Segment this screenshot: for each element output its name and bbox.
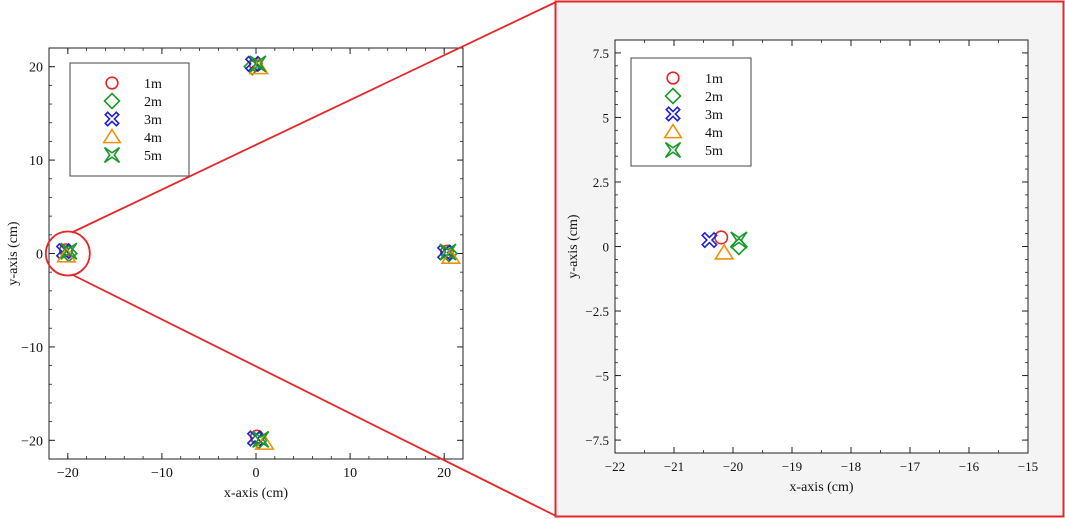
x-tick-label: 0 [253, 466, 260, 481]
y-tick-label: −10 [21, 341, 43, 356]
y-tick-label: 0 [603, 240, 610, 255]
zoomed-plot: −22 −21 −20 −19 −18 −17 −16 −15 −7.5 −5 −2.5 0 2.5 5 7… [566, 39, 1038, 495]
legend-box [630, 57, 752, 167]
data-point-3m [246, 430, 264, 447]
y-tick-label: 5 [603, 110, 610, 125]
y-axis-label: y-axis (cm) [6, 221, 21, 285]
data-point-4m [713, 243, 735, 260]
legend: 1m 2m 3m 4m 5m [69, 62, 190, 177]
data-point-3m [701, 231, 718, 249]
y-tick-label: −2.5 [585, 304, 609, 319]
x-tick-label: 10 [343, 466, 357, 481]
y-axis-label: y-axis (cm) [566, 214, 581, 278]
data-point-2m [439, 244, 459, 263]
legend-label: 3m [144, 113, 162, 128]
x-tick-label: 20 [437, 466, 451, 481]
legend-label: 4m [144, 131, 162, 146]
legend-marker-4m [663, 122, 683, 139]
y-tick-label: −20 [21, 434, 43, 449]
legend-label: 1m [144, 77, 162, 92]
x-tick-label: −18 [841, 459, 861, 474]
x-tick-label: −15 [1018, 459, 1038, 474]
x-tick-label: −10 [151, 466, 173, 481]
legend-marker-5m [664, 141, 682, 159]
zoom-connector-bottom [71, 273, 557, 517]
x-axis-label: x-axis (cm) [789, 480, 853, 495]
overview-plot: −20 −10 0 10 20 −20 −10 0 10 20 x-axis (cm) y-axis … [6, 47, 464, 501]
x-tick-label: −16 [959, 459, 980, 474]
legend-label: 1m [705, 72, 723, 87]
legend-label: 2m [144, 95, 162, 110]
y-tick-label: 7.5 [593, 46, 609, 61]
x-axis-label: x-axis (cm) [224, 486, 288, 501]
legend: 1m 2m 3m 4m 5m [630, 57, 752, 167]
legend-label: 5m [705, 144, 723, 159]
legend-marker-2m [664, 87, 682, 105]
data-point-2m [243, 57, 262, 76]
legend-marker-2m [103, 92, 121, 110]
legend-label: 2m [705, 90, 723, 105]
y-tick-label: 2.5 [593, 175, 609, 190]
data-point-5m [730, 231, 748, 249]
legend-label: 3m [705, 108, 723, 123]
y-tick-label: −7.5 [585, 433, 609, 448]
y-tick-label: 10 [29, 154, 43, 169]
legend-marker-5m [103, 146, 121, 164]
x-tick-label: −19 [782, 459, 802, 474]
x-tick-label: −20 [57, 466, 79, 481]
legend-marker-1m [105, 76, 119, 90]
y-tick-label: 20 [29, 61, 43, 76]
x-tick-label: −22 [605, 459, 625, 474]
zoom-indicator [44, 1, 557, 517]
legend-label: 5m [144, 149, 162, 164]
y-tick-label: −5 [595, 369, 609, 384]
y-tick-label: 0 [36, 248, 43, 263]
legend-marker-4m [102, 127, 122, 144]
data-point-5m [60, 242, 78, 260]
zoom-circle [44, 230, 91, 277]
legend-marker-3m [104, 111, 120, 127]
legend-marker-1m [666, 71, 680, 85]
zoom-connector-top [71, 1, 557, 234]
data-point-5m [252, 430, 270, 449]
x-tick-label: −21 [664, 459, 684, 474]
legend-marker-3m [665, 106, 681, 122]
x-tick-label: −20 [723, 459, 743, 474]
legend-box [69, 62, 190, 177]
data-point-5m [249, 55, 267, 73]
legend-label: 4m [705, 126, 723, 141]
x-tick-label: −17 [900, 459, 921, 474]
data-point-5m [439, 243, 457, 261]
